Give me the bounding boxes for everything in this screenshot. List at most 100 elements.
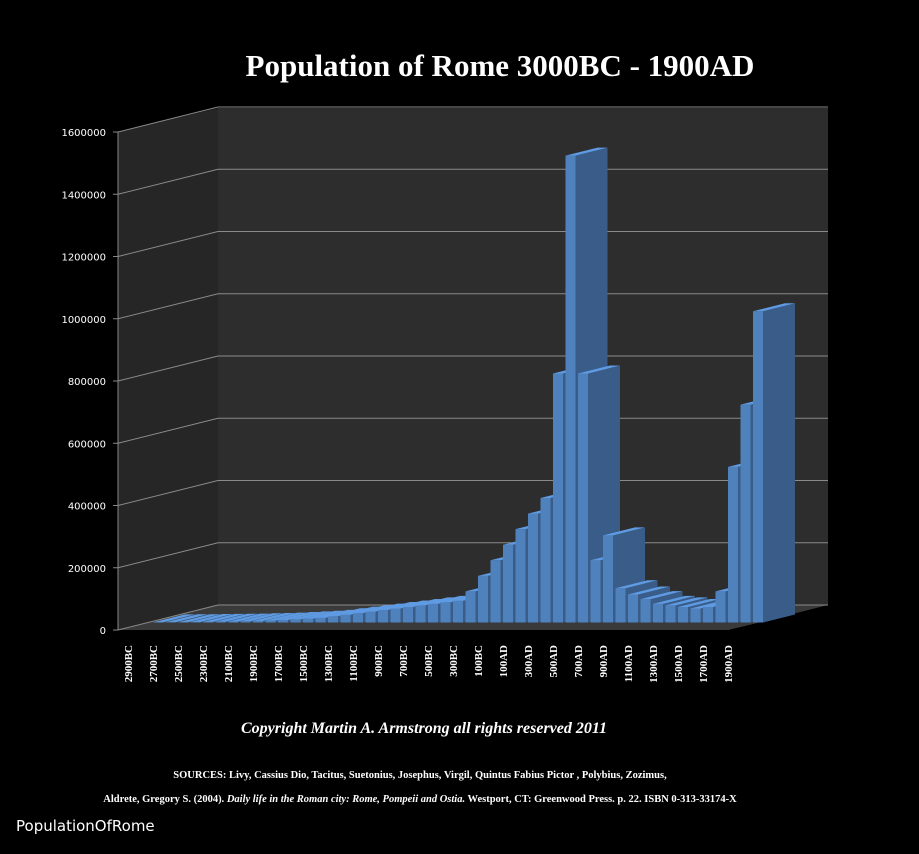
bar-front [515, 529, 526, 623]
bar-front [603, 535, 613, 623]
bars [153, 147, 795, 623]
grid-line [117, 231, 828, 257]
x-tick-label: 700AD [573, 645, 585, 677]
bar-front [540, 498, 551, 623]
bar-front [590, 560, 601, 623]
bar-front [378, 610, 388, 623]
x-tick-label: 700BC [398, 645, 410, 677]
grid-line [117, 168, 828, 195]
bar-front [340, 614, 351, 623]
bar-front [553, 373, 563, 623]
bar-side [213, 613, 245, 623]
bar-top [278, 612, 320, 621]
bar [178, 614, 220, 623]
bar-top [653, 595, 695, 604]
bar-top [228, 613, 270, 622]
y-tick-label: 0 [100, 626, 106, 637]
x-tick-label: 500AD [548, 645, 560, 677]
bar-top [253, 612, 295, 621]
source-author: Aldrete, Gregory S. (2004). [103, 794, 224, 805]
bar-front [303, 618, 313, 623]
x-tick-labels: 2900BC 2700BC 2500BC 2300BC 2100BC 1900BC 1700… [123, 645, 735, 683]
bar [203, 613, 245, 623]
bar-top [178, 614, 220, 623]
bar-front [315, 617, 326, 623]
bar-front [215, 621, 226, 623]
bar-top [665, 597, 708, 606]
sources-line-1: SOURCES: Livy, Cassius Dio, Tacitus, Sue… [173, 770, 667, 781]
x-tick-label: 1900BC [248, 645, 260, 682]
grid-line [117, 355, 828, 382]
bar-front [428, 603, 438, 623]
bar-front [578, 373, 588, 623]
x-tick-label: 1500AD [673, 645, 685, 683]
chart-title: Population of Rome 3000BC - 1900AD [246, 48, 755, 83]
bar-top [290, 611, 333, 620]
x-tick-label: 900BC [373, 645, 385, 677]
x-tick-label: 300BC [448, 645, 460, 677]
bar-front [678, 606, 688, 623]
bar-front [453, 600, 463, 623]
bar-side [763, 303, 795, 623]
bar-top [615, 580, 658, 589]
bar-front [353, 613, 363, 623]
bar-front [628, 594, 638, 623]
sources-line-2: Aldrete, Gregory S. (2004). Daily life i… [103, 794, 737, 805]
x-tick-label: 1700AD [698, 645, 710, 683]
bar [153, 614, 195, 623]
bar-front [290, 619, 301, 623]
bar-front [490, 560, 501, 623]
bar-top [628, 586, 670, 595]
bar-top [603, 527, 645, 536]
x-tick-label: 1300BC [323, 645, 335, 682]
bar-side [200, 614, 233, 623]
bar-top [240, 613, 283, 622]
bar-front [503, 544, 513, 623]
bar-front [403, 606, 413, 623]
x-tick-label: 1900AD [723, 645, 735, 683]
x-tick-label: 1100BC [348, 645, 360, 682]
bar-front [740, 404, 751, 623]
bar-front [253, 620, 263, 623]
bar-front [640, 599, 651, 623]
bar-front [465, 591, 476, 623]
x-tick-label: 1100AD [623, 645, 635, 682]
bar-front [265, 620, 276, 623]
bar-top [190, 614, 233, 623]
bar [753, 303, 795, 623]
x-tick-label: 300AD [523, 645, 535, 677]
y-tick-label: 600000 [68, 439, 106, 450]
bar-front [365, 611, 376, 623]
bar-front [415, 605, 426, 623]
bar-side [175, 614, 208, 623]
bar-front [653, 603, 663, 623]
x-tick-label: 500BC [423, 645, 435, 677]
y-tick-label: 200000 [68, 564, 106, 575]
bar-top [753, 303, 795, 312]
x-tick-label: 2100BC [223, 645, 235, 682]
watermark: PopulationOfRome [16, 817, 155, 835]
y-tick-label: 1200000 [61, 253, 106, 264]
grid-line [117, 417, 828, 444]
copyright: Copyright Martin A. Armstrong all rights… [241, 720, 607, 737]
source-book: Daily life in the Roman city: Rome, Pomp… [224, 794, 465, 805]
bar-side [188, 614, 220, 623]
bar-front [715, 591, 726, 623]
bar [165, 614, 208, 623]
bar-front [753, 311, 763, 623]
x-tick-label: 2500BC [173, 645, 185, 682]
y-tick-label: 400000 [68, 502, 106, 513]
y-tick-label: 1000000 [61, 315, 106, 326]
bar-top [678, 598, 720, 607]
x-tick-label: 1700BC [273, 645, 285, 682]
bar-front [703, 606, 713, 623]
x-tick-label: 2900BC [123, 645, 135, 682]
bar-top [265, 612, 308, 621]
bar-side [163, 614, 195, 623]
bar-top [565, 147, 608, 156]
grid-line [117, 480, 828, 506]
bar-front [328, 616, 338, 623]
x-tick-label: 100BC [473, 645, 485, 677]
